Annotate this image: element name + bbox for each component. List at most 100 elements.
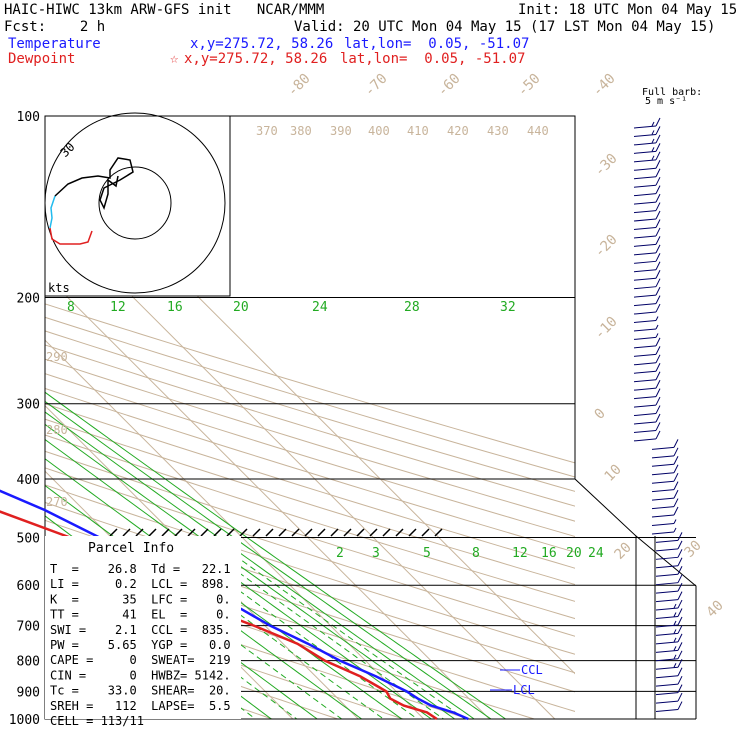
wind-barb <box>655 692 683 704</box>
dew-legend-star-icon: ☆ <box>170 51 179 67</box>
hatch-mark <box>434 528 443 537</box>
wind-barb <box>651 489 679 501</box>
wind-barb <box>651 464 679 476</box>
wind-barb-legend: Full barb: 5 m s⁻¹ <box>642 87 702 107</box>
isotherm-label: 40 <box>704 598 727 621</box>
wind-barb <box>633 193 661 205</box>
theta-label: 420 <box>447 124 469 138</box>
hatch-mark <box>239 528 248 537</box>
isotherm-label: -80 <box>285 71 314 100</box>
hodograph-trace-upper <box>54 157 134 211</box>
isotherm-label: -20 <box>592 232 621 261</box>
mixing-ratio-label: 12 <box>110 300 126 315</box>
wind-barb <box>655 582 683 594</box>
wind-barb <box>633 117 661 129</box>
header-valid: Valid: 20 UTC Mon 04 May 15 (17 LST Mon … <box>294 19 716 35</box>
dry-adiabat-line <box>45 450 575 620</box>
ccl-marker: CCL <box>500 663 543 677</box>
isotherm-label: 20 <box>612 540 635 563</box>
wind-barb <box>633 379 661 391</box>
hatch-mark <box>135 528 144 537</box>
header-init: Init: 18 UTC Mon 04 May 15 <box>518 2 738 18</box>
dry-adiabat-line <box>45 303 575 464</box>
mixing-ratio-label: 20 <box>566 546 582 561</box>
mixing-ratio-label: 28 <box>404 300 420 315</box>
dry-adiabat-line <box>45 596 404 719</box>
wind-barb <box>655 599 683 611</box>
wind-barb <box>633 160 661 171</box>
hodograph-inner-ring <box>98 166 172 240</box>
wind-barb <box>633 134 661 146</box>
mixing-ratio-label: 2 <box>336 546 344 561</box>
hodograph: 30 kts <box>44 112 231 297</box>
hatch-mark <box>252 528 261 537</box>
hatch-mark <box>343 528 352 537</box>
hatch-mark <box>213 528 222 537</box>
wind-barb <box>633 210 661 222</box>
parcel-row: CAPE = 0 SWEAT= 219 <box>50 653 231 667</box>
wind-barb <box>655 540 683 552</box>
wind-barb <box>633 405 661 417</box>
isotherm-label: -60 <box>435 71 464 100</box>
barb-legend-line2: 5 m s⁻¹ <box>645 96 687 107</box>
theta-label: 380 <box>290 124 312 138</box>
mixing-ratio-dashed-line <box>209 537 466 719</box>
header-title: HAIC-HIWC 13km ARW-GFS init NCAR/MMM <box>4 2 325 18</box>
pressure-label: 900 <box>17 685 40 700</box>
isotherm-label: -50 <box>515 71 544 100</box>
wind-barb <box>655 625 683 636</box>
wind-barb <box>655 591 683 603</box>
wind-barb <box>651 527 677 535</box>
wind-barb <box>655 633 683 645</box>
isotherm-label: -30 <box>592 151 621 180</box>
hatch-mark <box>109 528 118 537</box>
pressure-label: 200 <box>17 292 40 307</box>
dry-adiabat-line <box>45 484 575 655</box>
isotherm-line <box>45 273 490 719</box>
wind-barb <box>633 413 661 425</box>
parcel-title: Parcel Info <box>88 541 174 556</box>
parcel-row: K = 35 LFC = 0. <box>50 592 231 606</box>
wind-barb <box>655 675 683 687</box>
wind-barb <box>633 202 661 214</box>
parcel-info-box: Parcel Info T = 26.8 Td = 22.1LI = 0.2 L… <box>45 536 241 728</box>
mixing-ratio-label: 24 <box>588 546 604 561</box>
wind-barb <box>633 168 661 180</box>
hatch-mark <box>226 528 235 537</box>
isotherm-label: 0 <box>592 406 609 423</box>
mixing-ratio-label: 5 <box>423 546 431 561</box>
wind-barb <box>633 422 661 433</box>
wind-barb <box>633 261 661 273</box>
wind-barb <box>633 316 659 324</box>
hatch-mark <box>291 528 300 537</box>
wind-barb <box>633 227 661 239</box>
pressure-label: 100 <box>17 110 40 125</box>
wind-barb <box>655 659 683 670</box>
wind-barbs <box>633 117 683 713</box>
hatch-mark <box>408 528 417 537</box>
hatch-mark <box>200 528 209 537</box>
pressure-label: 400 <box>17 473 40 488</box>
wind-barb <box>633 303 661 315</box>
parcel-row: CIN = 0 HWBZ= 5142. <box>50 668 231 682</box>
theta-label: 290 <box>46 350 68 364</box>
parcel-row: T = 26.8 Td = 22.1 <box>50 562 231 576</box>
isotherm-label: -70 <box>362 71 391 100</box>
theta-label: 280 <box>46 423 68 437</box>
wind-barb <box>633 236 661 247</box>
dew-legend-xy: x,y=275.72, 58.26 <box>184 51 328 67</box>
ccl-label: CCL <box>521 663 543 677</box>
wind-barb <box>633 333 659 340</box>
isotherm-tick-labels: -80 -70 -60 -50 -40 -30 -20 -10 0 10 20 30 40 <box>285 71 727 621</box>
mixing-ratio-dashed-line <box>189 537 444 719</box>
mixing-ratio-label: 3 <box>372 546 380 561</box>
parcel-row: Tc = 33.0 SHEAR= 20. <box>50 684 231 698</box>
dry-adiabat-line <box>45 344 575 507</box>
parcel-row: SREH = 112 LAPSE= 5.5 <box>50 699 231 713</box>
wind-barb <box>655 642 683 653</box>
parcel-row: TT = 41 EL = 0. <box>50 608 231 622</box>
temp-legend-label: Temperature <box>8 36 101 52</box>
pressure-label: 800 <box>17 655 40 670</box>
hatch-mark <box>382 528 391 537</box>
